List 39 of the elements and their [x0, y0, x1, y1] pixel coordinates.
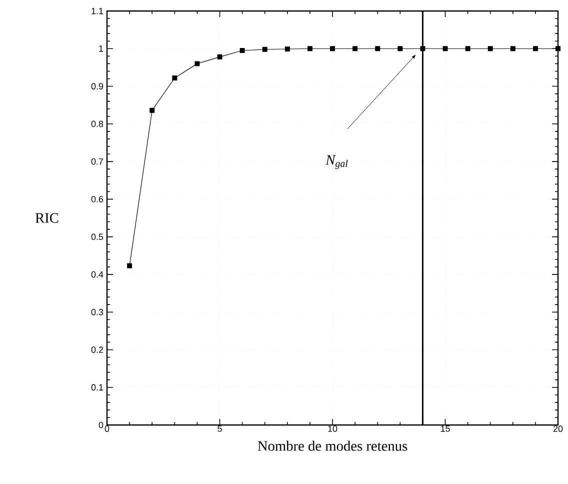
point: [240, 48, 245, 54]
y-tick-label: 0.3: [91, 308, 104, 316]
x-tick-label: 15: [440, 426, 450, 432]
point: [307, 46, 312, 52]
point: [420, 46, 426, 52]
point: [194, 61, 200, 66]
point: [465, 46, 470, 52]
x-tick-label: 0: [104, 426, 110, 432]
point: [510, 46, 516, 52]
y-tick-label: 0.2: [91, 346, 104, 353]
point: [127, 263, 132, 268]
point: [172, 75, 178, 80]
y-tick-label: 0.7: [91, 158, 104, 165]
x-tick-label: 20: [553, 426, 563, 432]
y-tick-label: 0.8: [91, 120, 104, 128]
point: [532, 46, 538, 52]
y-tick-label: 1: [99, 46, 104, 52]
point: [284, 46, 290, 52]
y-axis-title: RIC: [35, 213, 58, 223]
y-tick-label: 0.9: [91, 83, 104, 90]
y-tick-label: 0.4: [91, 271, 104, 278]
point: [150, 108, 155, 113]
point: [375, 46, 380, 52]
x-tick-label: 10: [328, 426, 338, 432]
point: [488, 46, 493, 52]
x-axis-title: Nombre de modes retenus: [258, 440, 408, 451]
point: [330, 46, 335, 52]
annotation: N$_{gal}$: [326, 155, 348, 169]
point: [398, 46, 403, 52]
point: [262, 46, 268, 52]
x-tick-label: 5: [218, 426, 222, 432]
y-tick-label: 1.1: [92, 8, 104, 14]
point: [442, 46, 448, 52]
y-tick-label: 0.5: [91, 234, 104, 240]
point: [352, 46, 358, 52]
point: [217, 54, 222, 60]
y-tick-label: 0.1: [91, 384, 104, 391]
y-tick-label: 0.6: [91, 196, 104, 202]
point: [556, 46, 560, 52]
